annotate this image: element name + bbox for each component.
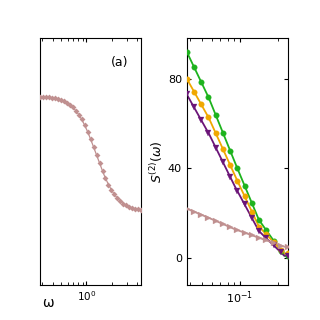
Y-axis label: $S^{(2)}(\omega)$: $S^{(2)}(\omega)$ [148, 140, 165, 183]
X-axis label: ω: ω [42, 296, 54, 310]
Text: (a): (a) [111, 56, 128, 69]
